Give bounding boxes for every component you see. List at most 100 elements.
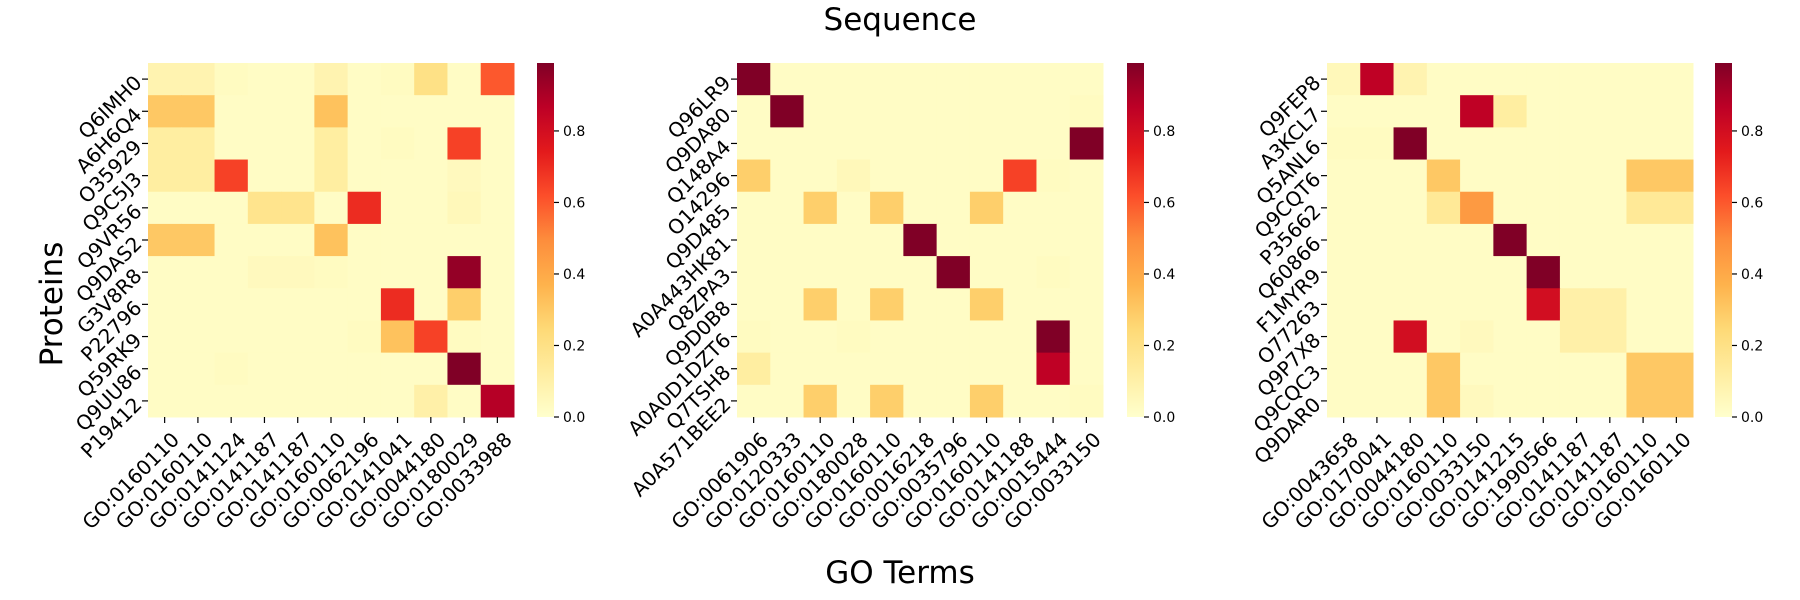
- heatmap-cell: [770, 95, 805, 128]
- heatmap-cell: [1327, 256, 1361, 289]
- heatmap-cell: [1659, 384, 1694, 418]
- colorbar-tick-label: 0.0: [1153, 410, 1175, 426]
- heatmap-cell: [181, 191, 216, 225]
- heatmap-cell: [214, 63, 249, 96]
- heatmap-cell: [480, 384, 515, 418]
- heatmap-cell: [480, 223, 515, 257]
- heatmap-cell: [1626, 223, 1661, 257]
- heatmap-cell: [314, 191, 349, 225]
- heatmap-cell: [447, 223, 482, 257]
- heatmap-cell: [936, 95, 971, 128]
- heatmap-panel-2: Q96LR9Q9DA80Q148A4O14296Q9D485A0A443HK81…: [623, 63, 1175, 534]
- heatmap-cell: [936, 352, 971, 386]
- heatmap-cell: [1393, 223, 1428, 257]
- heatmap-cell: [414, 95, 448, 128]
- heatmap-cell: [380, 320, 415, 354]
- colorbar-tick-label: 0.2: [1153, 338, 1175, 354]
- heatmap-cell: [314, 127, 349, 161]
- heatmap-cell: [347, 288, 382, 321]
- colorbar-tick-label: 0.4: [563, 267, 585, 283]
- colorbar-tick-label: 0.2: [563, 338, 585, 354]
- heatmap-cell: [214, 384, 249, 418]
- heatmap-cell: [1659, 320, 1694, 354]
- heatmap-cell: [1327, 320, 1361, 354]
- heatmap-cell: [1003, 191, 1037, 225]
- heatmap-cell: [1626, 95, 1661, 128]
- heatmap-cell: [148, 223, 182, 257]
- heatmap-cell: [936, 191, 971, 225]
- heatmap-cell: [737, 191, 771, 225]
- heatmap-cell: [770, 352, 805, 386]
- heatmap-cell: [1526, 384, 1561, 418]
- heatmap-panel-1: Q6IMH0A6H6Q4O35929Q9C5J3Q9VR56Q9DAS2G3V8…: [71, 63, 585, 534]
- heatmap-cell: [247, 384, 282, 418]
- heatmap-cell: [836, 191, 871, 225]
- heatmap-cell: [314, 223, 349, 257]
- heatmap-cell: [1426, 159, 1461, 193]
- heatmap-cell: [903, 288, 938, 321]
- heatmap-cell: [1526, 63, 1561, 96]
- heatmap-cell: [1360, 288, 1395, 321]
- heatmap-cell: [936, 127, 971, 161]
- heatmap-cell: [347, 127, 382, 161]
- heatmap-cell: [1036, 63, 1071, 96]
- heatmap-cell: [380, 223, 415, 257]
- heatmap-cell: [1559, 95, 1594, 128]
- heatmap-cell: [903, 384, 938, 418]
- heatmap-cell: [314, 288, 349, 321]
- heatmap-cell: [447, 63, 482, 96]
- heatmap-cell: [414, 127, 448, 161]
- heatmap-cell: [1593, 384, 1627, 418]
- heatmap-cell: [870, 384, 904, 418]
- heatmap-cell: [414, 320, 448, 354]
- heatmap-cell: [836, 384, 871, 418]
- heatmap-cell: [480, 63, 515, 96]
- heatmap-cell: [314, 159, 349, 193]
- heatmap-cell: [247, 127, 282, 161]
- heatmap-cell: [1493, 320, 1528, 354]
- colorbar: [537, 63, 554, 417]
- heatmap-cell: [737, 63, 771, 96]
- heatmap-cell: [1493, 191, 1528, 225]
- heatmap-cell: [181, 288, 216, 321]
- heatmap-cell: [1626, 63, 1661, 96]
- heatmap-cell: [1003, 256, 1037, 289]
- heatmap-cell: [181, 95, 216, 128]
- heatmap-cell: [380, 288, 415, 321]
- heatmap-cell: [1493, 63, 1528, 96]
- heatmap-cell: [414, 159, 448, 193]
- heatmap-cell: [903, 159, 938, 193]
- heatmap-cell: [1460, 384, 1494, 418]
- heatmap-cell: [1036, 352, 1071, 386]
- heatmap-cell: [314, 256, 349, 289]
- heatmap-cell: [1426, 288, 1461, 321]
- heatmap-cell: [870, 159, 904, 193]
- heatmap-cell: [1036, 288, 1071, 321]
- heatmap-cell: [870, 352, 904, 386]
- heatmap-cell: [214, 159, 249, 193]
- heatmap-cell: [1593, 127, 1627, 161]
- heatmap-cell: [1659, 288, 1694, 321]
- heatmap-cell: [770, 63, 805, 96]
- colorbar-tick-label: 0.6: [1741, 195, 1763, 211]
- heatmap-cell: [969, 159, 1004, 193]
- heatmap-cell: [281, 159, 315, 193]
- heatmap-cell: [1659, 191, 1694, 225]
- heatmap-cell: [1327, 191, 1361, 225]
- heatmap-cell: [181, 63, 216, 96]
- heatmap-cell: [770, 159, 805, 193]
- heatmap-cell: [1559, 256, 1594, 289]
- heatmap-cell: [1593, 352, 1627, 386]
- heatmap-cell: [281, 191, 315, 225]
- heatmap-cell: [281, 95, 315, 128]
- heatmap-cell: [314, 95, 349, 128]
- heatmap-cell: [803, 127, 838, 161]
- heatmap-cell: [770, 320, 805, 354]
- heatmap-cell: [1069, 95, 1104, 128]
- heatmap-cell: [936, 223, 971, 257]
- heatmap-cell: [1360, 159, 1395, 193]
- heatmap-cell: [969, 223, 1004, 257]
- heatmap-cell: [1426, 256, 1461, 289]
- heatmap-cell: [1360, 191, 1395, 225]
